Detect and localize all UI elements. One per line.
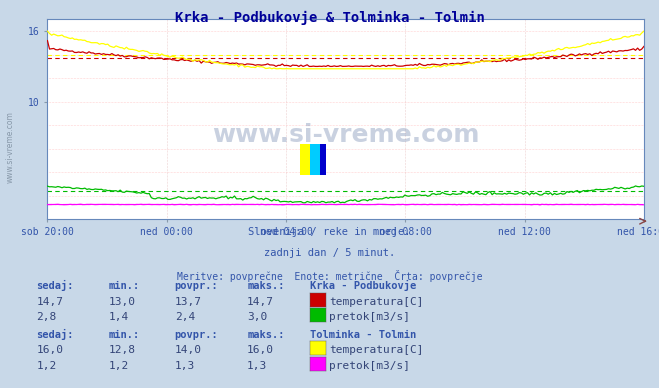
Text: Slovenija / reke in morje.: Slovenija / reke in morje. [248, 227, 411, 237]
Text: 13,7: 13,7 [175, 296, 202, 307]
Bar [310, 144, 320, 175]
Text: povpr.:: povpr.: [175, 329, 218, 340]
Text: 13,0: 13,0 [109, 296, 136, 307]
Text: 14,0: 14,0 [175, 345, 202, 355]
Text: 1,3: 1,3 [175, 360, 195, 371]
Text: pretok[m3/s]: pretok[m3/s] [330, 360, 411, 371]
Text: sedaj:: sedaj: [36, 280, 74, 291]
Text: Krka - Podbukovje & Tolminka - Tolmin: Krka - Podbukovje & Tolminka - Tolmin [175, 10, 484, 24]
Text: 1,4: 1,4 [109, 312, 129, 322]
Text: 14,7: 14,7 [36, 296, 63, 307]
Text: 1,2: 1,2 [109, 360, 129, 371]
Bar [320, 144, 326, 175]
Text: Krka - Podbukovje: Krka - Podbukovje [310, 280, 416, 291]
Text: 1,2: 1,2 [36, 360, 57, 371]
Text: Meritve: povprečne  Enote: metrične  Črta: povprečje: Meritve: povprečne Enote: metrične Črta:… [177, 270, 482, 282]
Text: www.si-vreme.com: www.si-vreme.com [212, 123, 479, 147]
Text: 16,0: 16,0 [247, 345, 274, 355]
Text: 1,3: 1,3 [247, 360, 268, 371]
Text: sedaj:: sedaj: [36, 329, 74, 340]
Text: min.:: min.: [109, 281, 140, 291]
Text: 2,4: 2,4 [175, 312, 195, 322]
Text: maks.:: maks.: [247, 329, 285, 340]
Bar [300, 144, 310, 175]
Text: 2,8: 2,8 [36, 312, 57, 322]
Text: min.:: min.: [109, 329, 140, 340]
Text: 12,8: 12,8 [109, 345, 136, 355]
Text: www.si-vreme.com: www.si-vreme.com [5, 111, 14, 184]
Text: temperatura[C]: temperatura[C] [330, 345, 424, 355]
Text: temperatura[C]: temperatura[C] [330, 296, 424, 307]
Text: maks.:: maks.: [247, 281, 285, 291]
Text: 16,0: 16,0 [36, 345, 63, 355]
Text: pretok[m3/s]: pretok[m3/s] [330, 312, 411, 322]
Text: 14,7: 14,7 [247, 296, 274, 307]
Text: 3,0: 3,0 [247, 312, 268, 322]
Text: Tolminka - Tolmin: Tolminka - Tolmin [310, 329, 416, 340]
Text: povpr.:: povpr.: [175, 281, 218, 291]
Text: zadnji dan / 5 minut.: zadnji dan / 5 minut. [264, 248, 395, 258]
